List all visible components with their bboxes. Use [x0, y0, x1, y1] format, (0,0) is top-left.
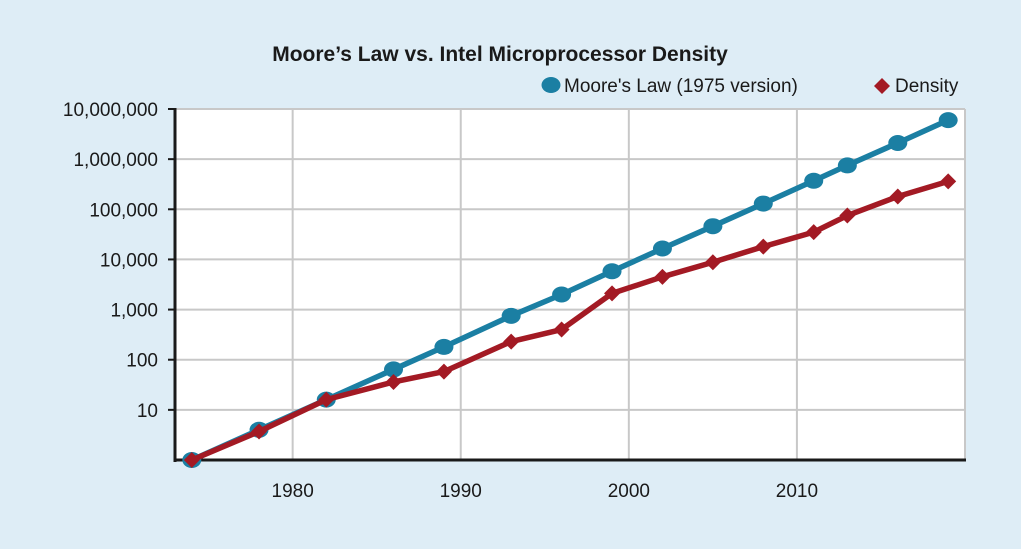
y-tick-label: 100 — [126, 351, 158, 372]
legend-label: Density — [895, 76, 959, 97]
x-tick-labels: 1980 1990 2000 2010 — [272, 481, 819, 502]
y-tick-labels: 10 100 1,000 10,000 100,000 1,000,000 10,000,0… — [63, 100, 158, 422]
data-point — [503, 333, 520, 350]
data-point — [652, 240, 672, 257]
y-tick-label: 1,000,000 — [73, 150, 158, 171]
plot-area — [175, 109, 965, 460]
x-tick-label: 1990 — [440, 481, 482, 502]
y-tick-label: 10 — [137, 401, 158, 422]
x-tick-label: 2010 — [776, 481, 818, 502]
y-tick-label: 100,000 — [89, 200, 158, 221]
data-point — [805, 224, 822, 241]
chart-title: Moore’s Law vs. Intel Microprocessor Den… — [272, 43, 728, 66]
data-point — [501, 307, 521, 324]
legend-diamond-icon — [874, 78, 890, 94]
data-point — [251, 423, 268, 440]
y-tick-label: 1,000 — [110, 301, 158, 322]
series — [182, 112, 958, 468]
data-point — [384, 361, 404, 378]
legend: Moore's Law (1975 version) Density — [541, 76, 959, 97]
x-tick-label: 1980 — [272, 481, 314, 502]
series-density — [183, 173, 957, 468]
data-point — [804, 172, 824, 189]
data-point — [318, 391, 335, 408]
data-point — [553, 321, 570, 338]
y-tick-label: 10,000 — [100, 250, 158, 271]
data-point — [888, 134, 908, 151]
data-point — [435, 363, 452, 380]
data-point — [604, 285, 621, 302]
data-point — [889, 188, 906, 205]
y-tick-label: 10,000,000 — [63, 100, 158, 121]
data-point — [434, 338, 454, 355]
data-point — [183, 452, 200, 468]
legend-item-density: Density — [874, 76, 959, 97]
legend-label: Moore's Law (1975 version) — [564, 76, 798, 97]
data-point — [602, 263, 622, 280]
x-tick-label: 2000 — [608, 481, 650, 502]
legend-circle-icon — [541, 77, 561, 93]
data-point — [938, 112, 958, 129]
data-point — [704, 254, 721, 271]
data-point — [552, 286, 572, 303]
data-point — [385, 373, 402, 390]
data-point — [837, 157, 857, 174]
data-point — [654, 268, 671, 285]
data-point — [755, 238, 772, 255]
data-point — [753, 195, 773, 212]
data-point — [940, 173, 957, 190]
grid — [175, 108, 966, 460]
data-point — [839, 207, 856, 224]
axes — [168, 108, 966, 462]
legend-item-moores-law: Moore's Law (1975 version) — [541, 76, 798, 97]
data-point — [703, 218, 723, 235]
